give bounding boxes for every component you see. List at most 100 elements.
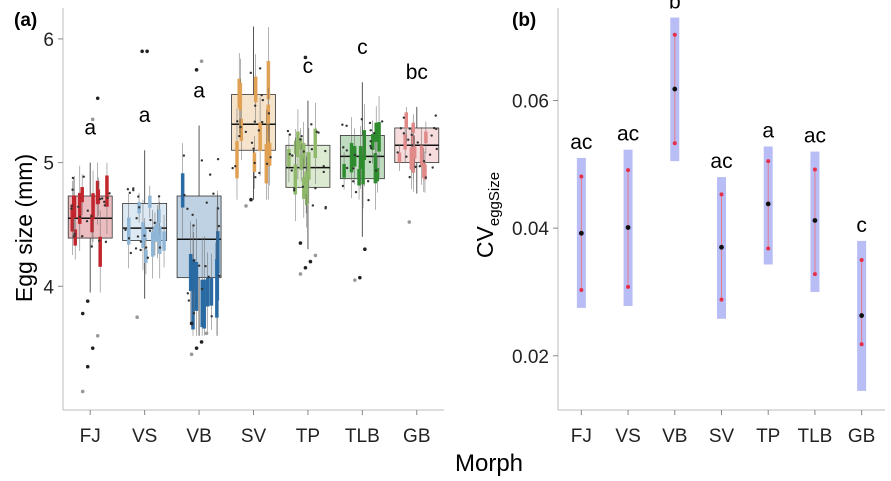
panel-a-x-tick-label: TP xyxy=(296,426,320,447)
panel-a-boxes xyxy=(67,26,440,336)
data-point xyxy=(341,184,345,188)
sub-box xyxy=(411,122,415,133)
data-point xyxy=(127,237,131,240)
data-point xyxy=(244,130,248,134)
data-point xyxy=(158,246,162,249)
data-point xyxy=(139,240,143,243)
data-point xyxy=(82,175,85,178)
panel-a-x-tick-label: SV xyxy=(241,426,267,447)
data-point xyxy=(258,67,262,70)
panel-a-outliers xyxy=(80,49,412,394)
sub-box xyxy=(235,141,239,179)
data-point xyxy=(100,197,104,200)
sub-box xyxy=(287,149,291,167)
data-point xyxy=(408,175,411,179)
data-point xyxy=(260,94,263,97)
data-point xyxy=(360,118,364,121)
estimate-point xyxy=(859,313,865,318)
data-point xyxy=(322,170,325,174)
sub-box xyxy=(144,249,148,263)
sub-box xyxy=(293,164,298,195)
estimate-point xyxy=(765,201,771,207)
panel-a-x-tick-labels: FJ VS VB SV TP TLB GB xyxy=(80,426,431,447)
sub-box xyxy=(377,122,381,152)
data-point xyxy=(70,207,73,210)
sub-box xyxy=(157,209,161,223)
data-point xyxy=(345,166,349,170)
data-point xyxy=(416,141,419,144)
panel-b-y-tick-label: 0.04 xyxy=(512,219,549,240)
sub-box xyxy=(313,128,318,159)
data-point xyxy=(197,264,201,267)
sub-box xyxy=(148,195,152,208)
data-point xyxy=(368,160,372,164)
sub-box xyxy=(307,152,311,180)
data-point xyxy=(317,131,320,134)
data-point xyxy=(132,188,135,192)
panel-a-y-tick-label: 4 xyxy=(43,277,54,298)
outlier-point xyxy=(90,346,95,350)
sub-box xyxy=(424,131,428,144)
outlier-point xyxy=(298,272,303,276)
data-point xyxy=(252,147,255,150)
sub-box xyxy=(215,258,219,318)
inner-interval-low xyxy=(859,342,864,347)
data-point xyxy=(207,275,210,278)
data-point xyxy=(187,299,191,302)
shared-x-axis-title: Morph xyxy=(455,450,523,477)
data-point xyxy=(200,159,204,162)
sub-box xyxy=(352,146,357,167)
data-point xyxy=(310,123,313,126)
data-point xyxy=(186,207,189,211)
data-point xyxy=(434,114,437,117)
sub-box xyxy=(296,131,300,158)
sub-box xyxy=(374,122,378,142)
inner-interval-high xyxy=(672,32,677,37)
data-point xyxy=(314,187,317,190)
data-point xyxy=(108,192,111,195)
sub-box xyxy=(397,152,402,163)
data-point xyxy=(258,171,261,175)
data-point xyxy=(292,189,296,192)
sub-box xyxy=(209,277,214,306)
data-point xyxy=(77,205,80,208)
sub-box xyxy=(238,82,243,111)
data-point xyxy=(217,224,221,228)
data-point xyxy=(98,239,101,242)
data-point xyxy=(148,229,152,232)
data-point xyxy=(73,232,76,236)
data-point xyxy=(146,256,150,259)
data-point xyxy=(98,197,102,201)
data-point xyxy=(90,245,93,248)
sub-box xyxy=(419,145,424,167)
data-point xyxy=(324,207,327,210)
panel-b-x-tick-label: TLB xyxy=(797,426,832,447)
sub-box xyxy=(302,177,306,199)
significance-letter: a xyxy=(139,104,151,127)
data-point xyxy=(396,151,399,154)
data-point xyxy=(366,180,370,183)
data-point xyxy=(369,140,372,143)
data-point xyxy=(290,169,293,172)
panel-b-axes xyxy=(553,8,885,415)
significance-letter: ac xyxy=(617,123,639,146)
outlier-point xyxy=(303,265,308,270)
data-point xyxy=(353,153,357,157)
sub-box xyxy=(78,192,82,224)
data-point xyxy=(216,157,220,161)
sub-box xyxy=(202,279,207,329)
data-point xyxy=(103,200,106,204)
sub-box xyxy=(127,217,131,245)
outlier-point xyxy=(353,278,357,282)
outlier-point xyxy=(199,340,204,344)
outlier-point xyxy=(303,55,308,60)
panel-a-x-tick-label: VB xyxy=(186,426,211,447)
outlier-point xyxy=(95,96,100,101)
data-point xyxy=(414,165,417,169)
data-point xyxy=(432,126,436,130)
data-point xyxy=(354,190,358,194)
data-point xyxy=(70,204,74,208)
data-point xyxy=(291,154,294,157)
outlier-point xyxy=(90,117,95,122)
sub-box xyxy=(412,146,417,159)
